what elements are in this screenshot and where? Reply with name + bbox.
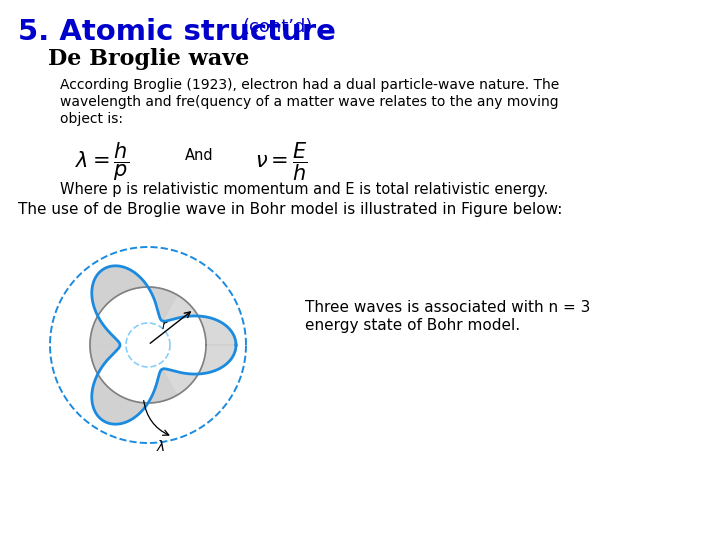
Text: $\lambda = \dfrac{h}{p}$: $\lambda = \dfrac{h}{p}$ — [75, 140, 129, 183]
Text: (cont’d): (cont’d) — [242, 18, 312, 36]
Polygon shape — [90, 266, 177, 345]
Text: The use of de Broglie wave in Bohr model is illustrated in Figure below:: The use of de Broglie wave in Bohr model… — [18, 202, 562, 217]
Text: Three waves is associated with n = 3: Three waves is associated with n = 3 — [305, 300, 590, 315]
Polygon shape — [90, 345, 177, 424]
Polygon shape — [90, 345, 177, 424]
Text: 5. Atomic structure: 5. Atomic structure — [18, 18, 336, 46]
Text: $\lambda$: $\lambda$ — [156, 439, 166, 454]
Text: wavelength and fre(quency of a matter wave relates to the any moving: wavelength and fre(quency of a matter wa… — [60, 95, 559, 109]
Text: Where p is relativistic momentum and E is total relativistic energy.: Where p is relativistic momentum and E i… — [60, 182, 548, 197]
Text: De Broglie wave: De Broglie wave — [48, 48, 249, 70]
Text: r: r — [162, 319, 167, 332]
Polygon shape — [90, 266, 177, 345]
Polygon shape — [162, 295, 236, 345]
Text: object is:: object is: — [60, 112, 123, 126]
Text: $\nu = \dfrac{E}{h}$: $\nu = \dfrac{E}{h}$ — [255, 140, 307, 183]
Text: energy state of Bohr model.: energy state of Bohr model. — [305, 318, 520, 333]
Text: According Broglie (1923), electron had a dual particle-wave nature. The: According Broglie (1923), electron had a… — [60, 78, 559, 92]
Polygon shape — [162, 345, 236, 395]
Text: And: And — [185, 148, 214, 163]
